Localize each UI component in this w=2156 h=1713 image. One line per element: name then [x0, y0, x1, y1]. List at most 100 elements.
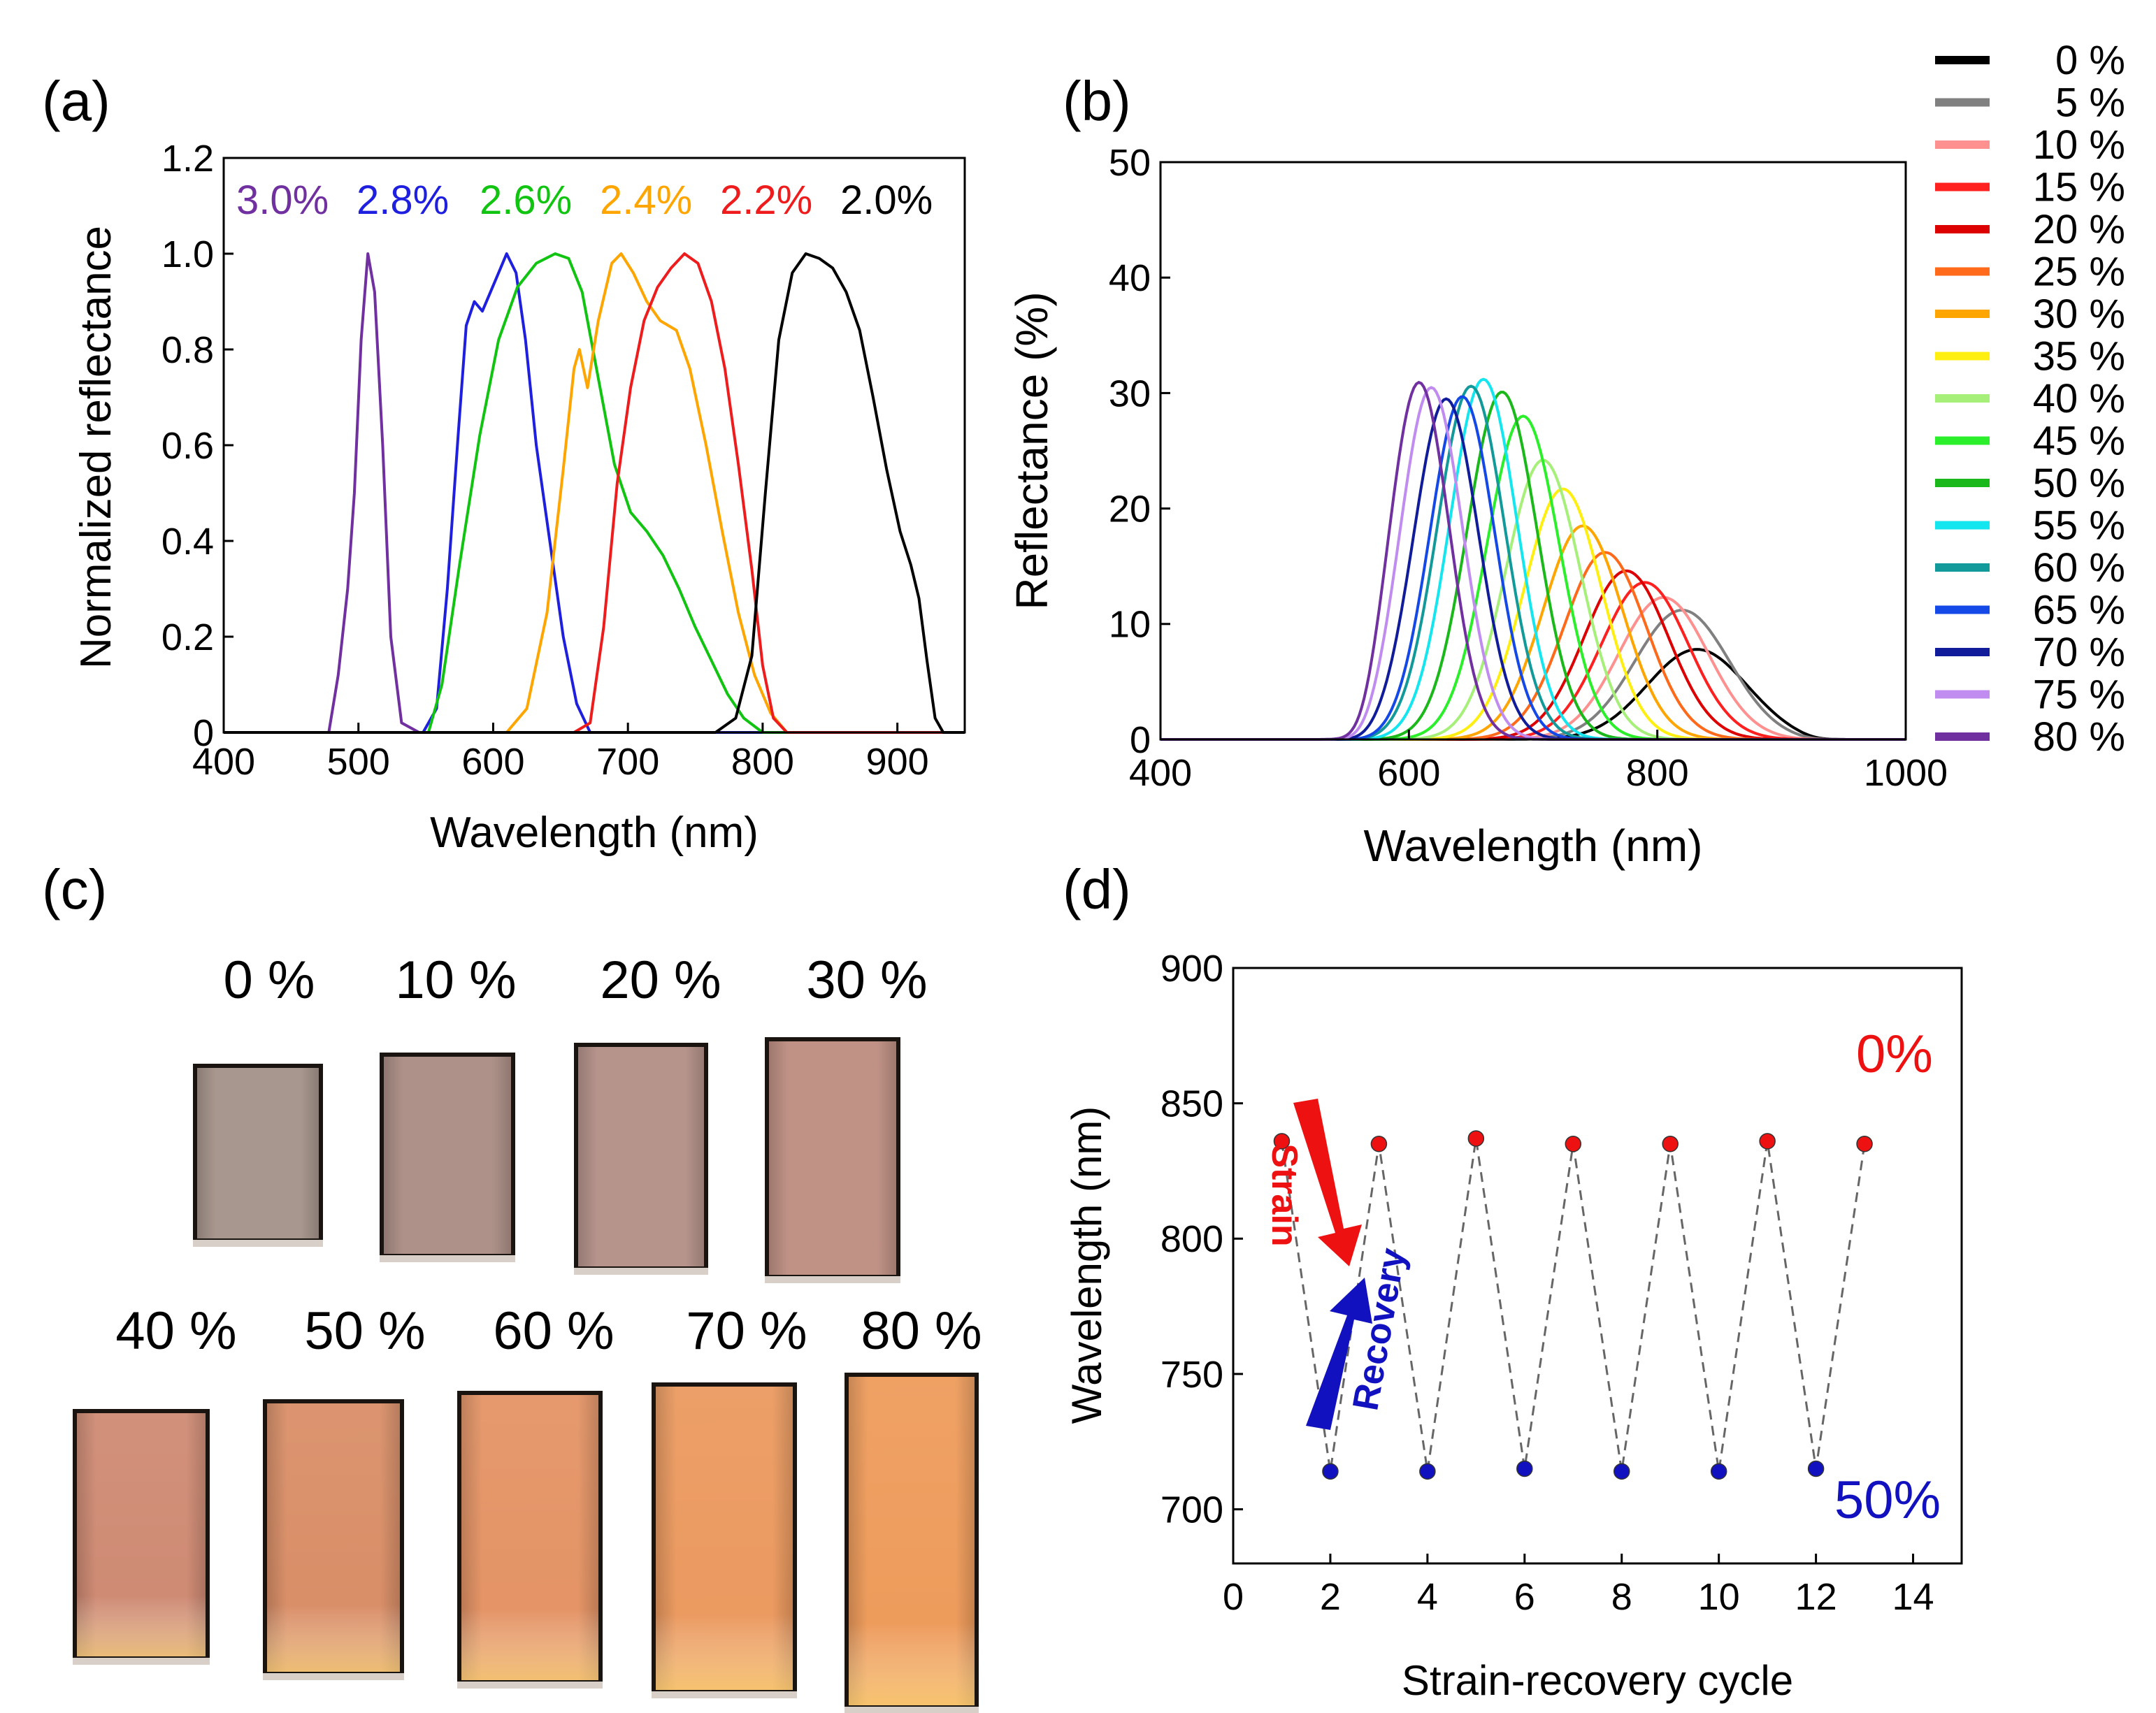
legend-label: 20 % [2033, 207, 2125, 252]
panel-d-label: (d) [1063, 858, 1131, 920]
x-tick-label: 400 [1129, 752, 1192, 794]
strain-arrow-shape [1293, 1099, 1362, 1266]
y-tick-label: 0.2 [161, 616, 214, 658]
x-tick-label: 1000 [1864, 752, 1948, 794]
recovery-arrow [1306, 1278, 1372, 1430]
x-tick-label: 10 [1698, 1576, 1740, 1618]
y-tick-label: 0.4 [161, 521, 214, 563]
sample-clamp [380, 1255, 515, 1262]
y-tick-label: 0.8 [161, 329, 214, 371]
panel-d-xlabel: Strain-recovery cycle [1402, 1657, 1793, 1704]
panel-d-plot-frame [1232, 967, 1963, 1565]
series-line-2-0pct [224, 252, 965, 734]
legend-label: 65 % [2033, 588, 2125, 633]
panel-c-photos [73, 1037, 979, 1713]
data-point-0pct [1273, 1133, 1291, 1150]
series-line-75pct [1160, 386, 1906, 741]
sample-shade [769, 1041, 896, 1275]
sample-photo-80 [845, 1373, 979, 1713]
y-tick-label: 850 [1160, 1083, 1223, 1125]
panel-d-ticks: 0 2 4 6 8 10 12 14 700 750 800 850 900 [1160, 948, 1934, 1618]
legend-label: 40 % [2033, 376, 2125, 421]
legend-label: 30 % [2033, 291, 2125, 337]
x-tick-label: 6 [1514, 1576, 1535, 1618]
x-tick-label: 4 [1417, 1576, 1438, 1618]
data-point-0pct [1467, 1130, 1485, 1147]
panel-b-plot-frame [1159, 161, 1907, 741]
series-line-2-8pct [224, 252, 965, 734]
series-line-20pct [1160, 569, 1906, 741]
panel-c-row1-labels: 0 % 10 % 20 % 30 % [224, 951, 928, 1010]
legend-label: 75 % [2033, 672, 2125, 718]
sample-photo-70 [652, 1382, 797, 1698]
strain-arrow [1293, 1099, 1362, 1266]
y-tick-label: 10 [1109, 604, 1151, 646]
sample-photo-10 [380, 1053, 515, 1262]
series-line-50pct [1160, 391, 1906, 741]
data-point-0pct [1370, 1135, 1388, 1152]
data-point-50pct [1613, 1463, 1630, 1480]
annotation-3-0: 3.0% [236, 178, 329, 223]
bottom-annotation: 50% [1834, 1470, 1941, 1530]
photo-label-10: 10 % [395, 951, 516, 1010]
annotation-2-2: 2.2% [720, 178, 812, 223]
x-tick-label: 2 [1320, 1576, 1341, 1618]
panel-b-series [1160, 377, 1906, 741]
x-tick-label: 14 [1892, 1576, 1934, 1618]
annotation-2-0: 2.0% [840, 178, 933, 223]
series-line-60pct [1160, 384, 1906, 741]
sample-photo-0 [193, 1064, 323, 1247]
data-point-0pct [1662, 1135, 1679, 1152]
y-tick-label: 1.0 [161, 233, 214, 275]
sample-glow [267, 1403, 400, 1672]
sample-glow [656, 1387, 793, 1690]
photo-label-70: 70 % [686, 1301, 807, 1361]
sample-shade [384, 1057, 511, 1254]
x-tick-label: 600 [1377, 752, 1440, 794]
series-line-2-4pct [224, 252, 965, 734]
y-tick-label: 800 [1160, 1218, 1223, 1260]
recovery-arrow-shape [1306, 1278, 1372, 1430]
strain-annotation: Strain [1264, 1143, 1305, 1246]
photo-label-30: 30 % [806, 951, 927, 1010]
y-tick-label: 50 [1109, 142, 1151, 184]
series-line-45pct [1160, 414, 1906, 741]
panel-a-series [224, 252, 965, 734]
panel-d-ylabel: Wavelength (nm) [1063, 1106, 1110, 1424]
photo-label-20: 20 % [600, 951, 721, 1010]
x-tick-label: 800 [731, 741, 794, 783]
sample-shade [578, 1047, 704, 1266]
sample-photo-50 [263, 1399, 404, 1680]
x-tick-label: 800 [1626, 752, 1689, 794]
panel-a-xlabel: Wavelength (nm) [430, 809, 759, 857]
panel-c: (c) 0 % 10 % 20 % 30 % 40 % 50 % 60 % 70… [42, 858, 982, 1713]
photo-label-40: 40 % [115, 1301, 236, 1361]
sample-clamp [574, 1268, 708, 1275]
x-tick-label: 400 [192, 741, 255, 783]
y-tick-label: 0 [193, 712, 214, 754]
panel-a-plot-frame [222, 157, 966, 734]
series-line-2-2pct [224, 252, 965, 734]
panel-c-row2-labels: 40 % 50 % 60 % 70 % 80 % [115, 1301, 982, 1361]
photo-label-0: 0 % [224, 951, 315, 1010]
panel-b-ylabel: Reflectance (%) [1007, 291, 1057, 609]
data-point-50pct [1807, 1460, 1825, 1477]
legend-label: 0 % [2055, 38, 2125, 83]
y-tick-label: 0.6 [161, 425, 214, 467]
y-tick-label: 900 [1160, 948, 1223, 990]
data-point-0pct [1565, 1135, 1582, 1152]
annotation-2-4: 2.4% [600, 178, 692, 223]
legend-label: 10 % [2033, 122, 2125, 168]
sample-clamp [73, 1658, 210, 1665]
data-point-0pct [1856, 1135, 1873, 1152]
sample-glow [461, 1395, 598, 1680]
sample-photo-20 [574, 1043, 708, 1275]
panel-b-label: (b) [1063, 70, 1131, 132]
sample-clamp [765, 1276, 900, 1283]
data-point-0pct [1759, 1133, 1776, 1150]
panel-b-legend: 0 %5 %10 %15 %20 %25 %30 %35 %40 %45 %50… [1935, 38, 2125, 760]
legend-label: 15 % [2033, 165, 2125, 210]
y-tick-label: 1.2 [161, 138, 214, 180]
legend-label: 55 % [2033, 503, 2125, 549]
series-line-3-0pct [224, 252, 965, 734]
